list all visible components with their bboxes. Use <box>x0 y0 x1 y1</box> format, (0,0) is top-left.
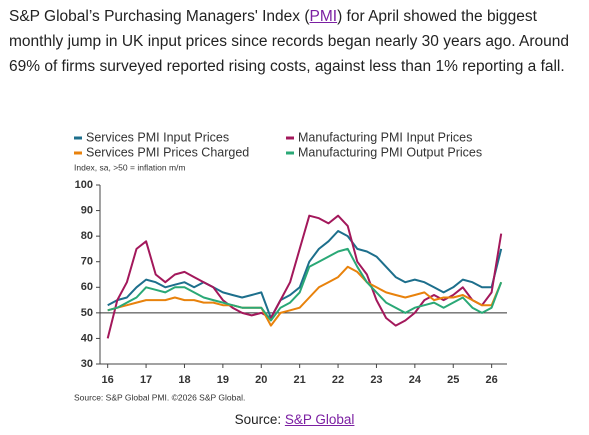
series-line <box>106 214 503 339</box>
legend-label: Manufacturing PMI Input Prices <box>298 130 472 144</box>
x-tick-label: 17 <box>140 374 152 386</box>
article-paragraph: S&P Global’s Purchasing Managers' Index … <box>9 4 581 79</box>
series-line <box>107 230 503 319</box>
source-line: Source: S&P Global <box>0 412 589 427</box>
text: S&P Global’s Purchasing Managers' Index … <box>9 8 310 25</box>
source-link[interactable]: S&P Global <box>284 412 355 427</box>
y-tick-label: 80 <box>81 230 93 242</box>
x-tick-label: 22 <box>332 374 344 386</box>
y-tick-label: 30 <box>81 358 93 370</box>
y-tick-label: 100 <box>75 179 93 191</box>
x-tick-label: 16 <box>102 374 114 386</box>
x-tick-label: 24 <box>409 374 422 386</box>
series-line <box>107 247 503 322</box>
x-tick-label: 18 <box>178 374 190 386</box>
y-tick-label: 60 <box>81 281 93 293</box>
y-tick-label: 70 <box>81 256 93 268</box>
series-line <box>107 265 503 327</box>
y-tick-label: 90 <box>81 204 93 216</box>
y-tick-label: 40 <box>81 332 93 344</box>
legend-label: Manufacturing PMI Output Prices <box>298 145 482 159</box>
chart-source: Source: S&P Global PMI. ©2026 S&P Global… <box>74 392 245 402</box>
x-tick-label: 21 <box>294 374 306 386</box>
text: ) for April showed the biggest monthly j… <box>9 8 570 75</box>
legend-label: Services PMI Prices Charged <box>86 145 249 159</box>
x-tick-label: 25 <box>447 374 459 386</box>
source-label: Source: <box>234 412 282 427</box>
x-tick-label: 23 <box>370 374 382 386</box>
pmi-link[interactable]: PMI <box>309 8 338 25</box>
x-tick-label: 26 <box>486 374 498 386</box>
legend-label: Services PMI Input Prices <box>86 130 229 144</box>
y-tick-label: 50 <box>81 307 93 319</box>
chart-subtitle: Index, sa, >50 = inflation m/m <box>74 162 186 172</box>
x-tick-label: 20 <box>255 374 267 386</box>
x-tick-label: 19 <box>217 374 229 386</box>
